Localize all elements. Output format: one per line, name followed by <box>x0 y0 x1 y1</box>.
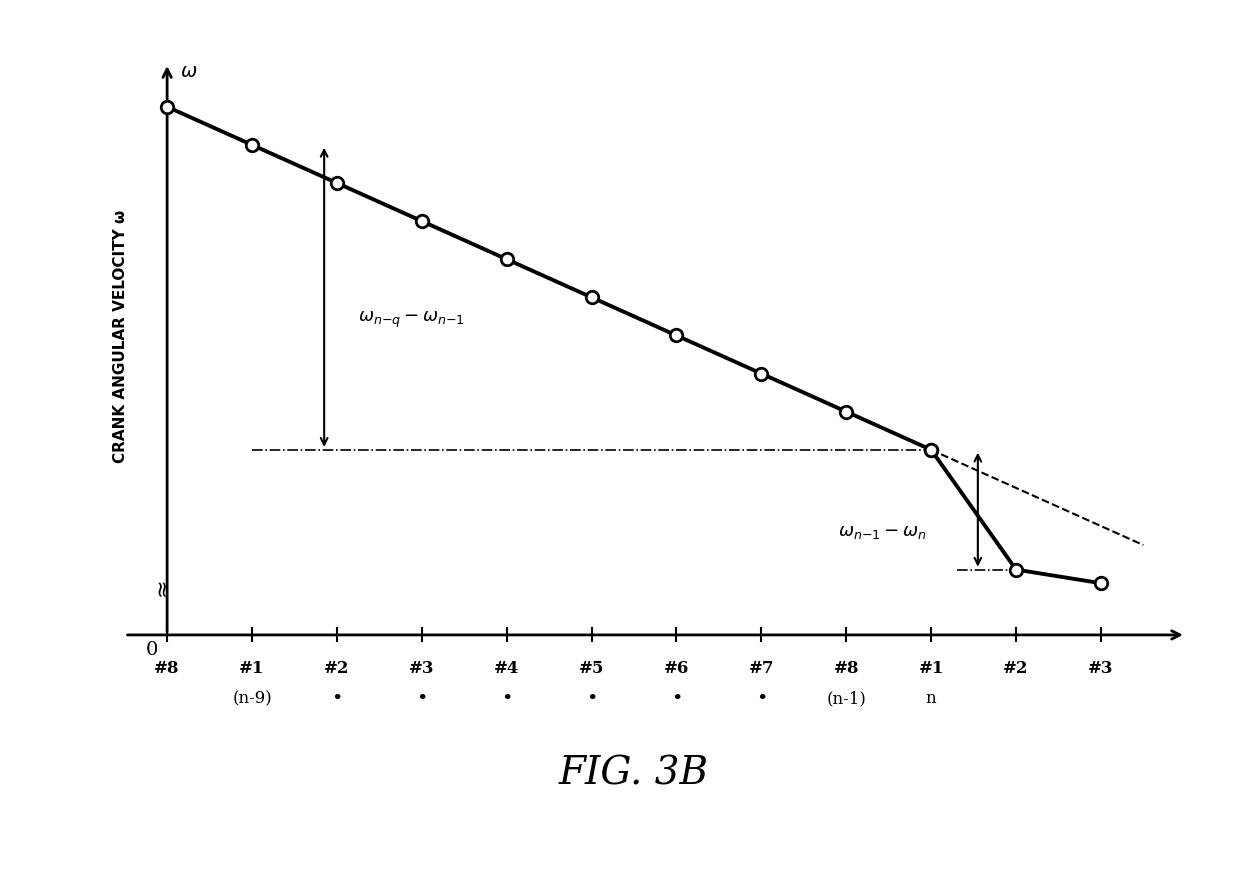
Text: CRANK ANGULAR VELOCITY ω: CRANK ANGULAR VELOCITY ω <box>113 209 128 462</box>
Text: #3: #3 <box>409 660 434 677</box>
Text: #7: #7 <box>749 660 774 677</box>
Text: #6: #6 <box>663 660 689 677</box>
Text: n: n <box>926 690 936 706</box>
Text: 0: 0 <box>145 640 157 659</box>
Text: #4: #4 <box>494 660 520 677</box>
Text: #2: #2 <box>1003 660 1029 677</box>
Text: #1: #1 <box>919 660 944 677</box>
Text: #8: #8 <box>833 660 859 677</box>
Text: FIG. 3B: FIG. 3B <box>559 755 709 792</box>
Text: ≈: ≈ <box>153 577 172 595</box>
Text: •: • <box>755 690 768 707</box>
Text: •: • <box>331 690 342 707</box>
Text: •: • <box>671 690 682 707</box>
Text: •: • <box>417 690 428 707</box>
Text: #2: #2 <box>324 660 350 677</box>
Text: $\omega_{n\mathit{-q}}-\omega_{n\mathit{-1}}$: $\omega_{n\mathit{-q}}-\omega_{n\mathit{… <box>358 309 465 330</box>
Text: $\omega$: $\omega$ <box>180 63 197 81</box>
Text: (n-1): (n-1) <box>826 690 867 706</box>
Text: #3: #3 <box>1089 660 1114 677</box>
Text: $\omega_{n\mathit{-1}}-\omega_n$: $\omega_{n\mathit{-1}}-\omega_n$ <box>838 523 926 541</box>
Text: •: • <box>585 690 598 707</box>
Text: #1: #1 <box>239 660 264 677</box>
Text: #8: #8 <box>154 660 180 677</box>
Text: •: • <box>501 690 512 707</box>
Text: (n-9): (n-9) <box>232 690 272 706</box>
Text: #5: #5 <box>579 660 604 677</box>
